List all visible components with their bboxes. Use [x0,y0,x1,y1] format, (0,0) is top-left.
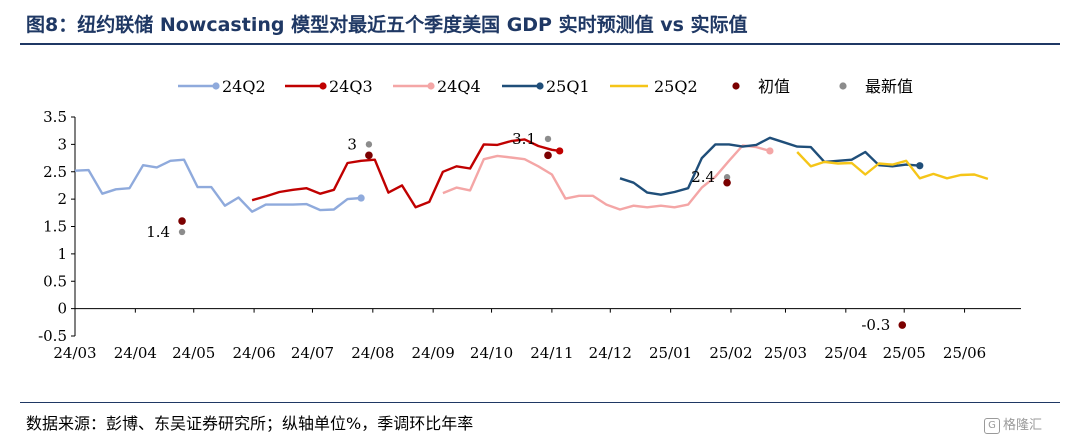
header: 图8：纽约联储 Nowcasting 模型对最近五个季度美国 GDP 实时预测值… [0,0,1080,45]
x-tick-label: 25/04 [824,344,867,362]
series-end-marker-24Q3 [556,147,564,155]
watermark-logo-icon: G [984,417,1000,434]
watermark-text: 格隆汇 [1003,418,1043,433]
x-tick-label: 24/04 [114,344,157,362]
x-tick-label: 25/06 [943,344,986,362]
legend-label-24Q2: 24Q2 [222,77,266,96]
y-tick-label: 1 [57,245,67,263]
legend-label-初值: 初值 [758,77,790,96]
y-tick-label: 2.5 [43,163,67,181]
series-end-marker-25Q1 [916,162,924,170]
series-line-24Q3 [251,138,560,209]
y-tick-label: 1.5 [43,218,67,236]
scatter-point-初值 [723,178,731,187]
legend-marker-24Q3 [319,82,327,90]
x-axis: 24/03 24/04 24/05 24/06 24/07 24/08 24/09 24/10… [53,308,1021,362]
x-tick-label: 24/12 [589,344,632,362]
y-tick-label: 3.5 [43,108,67,126]
chart-legend: 24Q2 24Q3 24Q4 25Q1 25Q2 初值 最新值 [178,77,913,96]
series-line-25Q1 [619,136,920,196]
data-label: 3 [347,135,357,153]
legend-label-最新值: 最新值 [865,77,913,96]
legend-label-24Q3: 24Q3 [329,77,373,96]
legend-marker-最新值 [839,82,847,90]
scatter-point-初值 [365,151,373,160]
legend-label-25Q1: 25Q1 [546,77,590,96]
page-title: 图8：纽约联储 Nowcasting 模型对最近五个季度美国 GDP 实时预测值… [26,14,748,36]
series-line-24Q2 [74,158,362,213]
y-tick-label: 0.5 [43,272,67,290]
chart: 24Q2 24Q3 24Q4 25Q1 25Q2 初值 最新值 -0.5 0 0.5 1 1.5 2 2… [38,77,1021,362]
legend-marker-25Q1 [536,82,544,90]
scatter-point-最新值 [723,174,731,181]
x-tick-label: 25/05 [883,344,926,362]
x-tick-label: 24/09 [412,344,455,362]
source-note: 数据来源：彭博、东吴证券研究所；纵轴单位%，季调环比年率 [26,414,474,433]
x-tick-label: 24/07 [291,344,334,362]
y-axis: -0.5 0 0.5 1 1.5 2 2.5 3 3.5 [38,108,76,345]
y-tick-label: 3 [57,135,67,153]
scatter-point-最新值 [365,141,373,148]
x-tick-label: 25/01 [649,344,692,362]
x-tick-label: 25/02 [709,344,752,362]
x-tick-label: 24/06 [232,344,275,362]
scatter-point-初值 [178,217,186,225]
legend-label-25Q2: 25Q2 [654,77,698,96]
series-line-24Q4 [442,144,771,211]
title-divider [20,43,1060,45]
scatter-point-初值 [898,321,907,329]
x-tick-label: 24/05 [172,344,215,362]
data-label: 1.4 [146,223,170,241]
x-tick-label: 24/11 [530,344,573,362]
series-end-marker-24Q4 [766,147,774,155]
plot-area: 1.4 3 3.1 2.4 -0.3 [74,130,989,334]
scatter-point-初值 [544,151,552,160]
legend-marker-24Q4 [427,82,435,90]
data-label: 3.1 [512,130,536,148]
y-tick-label: 0 [57,300,67,318]
y-tick-label: -0.5 [38,327,67,345]
x-tick-label: 24/08 [351,344,394,362]
scatter-point-最新值 [544,135,552,143]
data-label: 2.4 [691,168,715,186]
legend-marker-24Q2 [212,82,220,90]
y-tick-label: 2 [57,190,67,208]
x-tick-label: 24/03 [53,344,96,362]
watermark: G 格隆汇 [984,414,1042,434]
footer-divider [20,402,1060,403]
x-tick-label: 24/10 [470,344,513,362]
legend-marker-初值 [732,82,740,90]
series-end-marker-24Q2 [357,194,365,202]
data-label: -0.3 [861,316,890,334]
legend-label-24Q4: 24Q4 [437,77,481,96]
x-tick-label: 25/03 [764,344,807,362]
scatter-point-最新值 [178,228,186,236]
series-line-25Q2 [796,151,989,181]
